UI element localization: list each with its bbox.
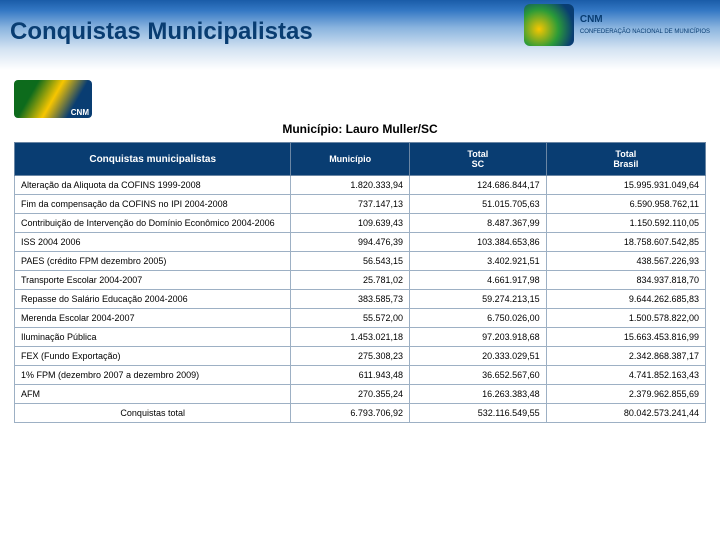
org-full: CONFEDERAÇÃO NACIONAL DE MUNICÍPIOS bbox=[580, 29, 710, 35]
header-logo: CNM CONFEDERAÇÃO NACIONAL DE MUNICÍPIOS bbox=[524, 4, 710, 46]
row-value: 124.686.844,17 bbox=[409, 176, 546, 195]
row-label: Merenda Escolar 2004-2007 bbox=[15, 309, 291, 328]
row-value: 994.476,39 bbox=[291, 233, 410, 252]
col-header-total-brasil: TotalBrasil bbox=[546, 143, 705, 176]
row-value: 1.150.592.110,05 bbox=[546, 214, 705, 233]
org-abbrev: CNM bbox=[580, 14, 603, 25]
row-label: Transporte Escolar 2004-2007 bbox=[15, 271, 291, 290]
row-value: 97.203.918,68 bbox=[409, 328, 546, 347]
row-value: 6.750.026,00 bbox=[409, 309, 546, 328]
row-value: 9.644.262.685,83 bbox=[546, 290, 705, 309]
row-value: 8.487.367,99 bbox=[409, 214, 546, 233]
row-value: 103.384.653,86 bbox=[409, 233, 546, 252]
table-row: Merenda Escolar 2004-200755.572,006.750.… bbox=[15, 309, 706, 328]
table-row: Transporte Escolar 2004-200725.781,024.6… bbox=[15, 271, 706, 290]
col-header-total-sc: TotalSC bbox=[409, 143, 546, 176]
row-value: 3.402.921,51 bbox=[409, 252, 546, 271]
row-value: 6.793.706,92 bbox=[291, 404, 410, 423]
row-value: 80.042.573.241,44 bbox=[546, 404, 705, 423]
table-row: 1% FPM (dezembro 2007 a dezembro 2009)61… bbox=[15, 366, 706, 385]
row-value: 4.661.917,98 bbox=[409, 271, 546, 290]
row-value: 2.342.868.387,17 bbox=[546, 347, 705, 366]
row-value: 109.639,43 bbox=[291, 214, 410, 233]
row-value: 36.652.567,60 bbox=[409, 366, 546, 385]
row-value: 611.943,48 bbox=[291, 366, 410, 385]
row-value: 15.995.931.049,64 bbox=[546, 176, 705, 195]
page-title: Conquistas Municipalistas bbox=[10, 18, 313, 46]
cnm-flag-icon bbox=[524, 4, 574, 46]
row-label: Contribuição de Intervenção do Domínio E… bbox=[15, 214, 291, 233]
row-value: 4.741.852.163,43 bbox=[546, 366, 705, 385]
row-value: 51.015.705,63 bbox=[409, 195, 546, 214]
row-label: ISS 2004 2006 bbox=[15, 233, 291, 252]
row-value: 16.263.383,48 bbox=[409, 385, 546, 404]
row-value: 834.937.818,70 bbox=[546, 271, 705, 290]
table-row: FEX (Fundo Exportação)275.308,2320.333.0… bbox=[15, 347, 706, 366]
table-row: Iluminação Pública1.453.021,1897.203.918… bbox=[15, 328, 706, 347]
row-value: 275.308,23 bbox=[291, 347, 410, 366]
table-row: AFM270.355,2416.263.383,482.379.962.855,… bbox=[15, 385, 706, 404]
row-value: 383.585,73 bbox=[291, 290, 410, 309]
table-row: PAES (crédito FPM dezembro 2005)56.543,1… bbox=[15, 252, 706, 271]
content: Município: Lauro Muller/SC Conquistas mu… bbox=[0, 70, 720, 423]
col-header-conquistas: Conquistas municipalistas bbox=[15, 143, 291, 176]
row-label: Conquistas total bbox=[15, 404, 291, 423]
row-label: Iluminação Pública bbox=[15, 328, 291, 347]
row-value: 2.379.962.855,69 bbox=[546, 385, 705, 404]
row-value: 59.274.213,15 bbox=[409, 290, 546, 309]
header-gradient: Conquistas Municipalistas CNM CONFEDERAÇ… bbox=[0, 0, 720, 70]
conquistas-table: Conquistas municipalistas Município Tota… bbox=[14, 142, 706, 423]
row-value: 56.543,15 bbox=[291, 252, 410, 271]
row-value: 20.333.029,51 bbox=[409, 347, 546, 366]
row-value: 532.116.549,55 bbox=[409, 404, 546, 423]
row-value: 1.500.578.822,00 bbox=[546, 309, 705, 328]
table-row: Repasse do Salário Educação 2004-2006383… bbox=[15, 290, 706, 309]
row-value: 270.355,24 bbox=[291, 385, 410, 404]
row-label: FEX (Fundo Exportação) bbox=[15, 347, 291, 366]
row-value: 55.572,00 bbox=[291, 309, 410, 328]
row-value: 15.663.453.816,99 bbox=[546, 328, 705, 347]
table-row: ISS 2004 2006994.476,39103.384.653,8618.… bbox=[15, 233, 706, 252]
municipio-line: Município: Lauro Muller/SC bbox=[14, 122, 706, 136]
table-row: Alteração da Aliquota da COFINS 1999-200… bbox=[15, 176, 706, 195]
row-value: 1.820.333,94 bbox=[291, 176, 410, 195]
table-row: Fim da compensação da COFINS no IPI 2004… bbox=[15, 195, 706, 214]
row-label: Fim da compensação da COFINS no IPI 2004… bbox=[15, 195, 291, 214]
row-value: 18.758.607.542,85 bbox=[546, 233, 705, 252]
table-row: Conquistas total6.793.706,92532.116.549,… bbox=[15, 404, 706, 423]
row-label: 1% FPM (dezembro 2007 a dezembro 2009) bbox=[15, 366, 291, 385]
row-label: AFM bbox=[15, 385, 291, 404]
row-value: 737.147,13 bbox=[291, 195, 410, 214]
row-value: 1.453.021,18 bbox=[291, 328, 410, 347]
table-header-row: Conquistas municipalistas Município Tota… bbox=[15, 143, 706, 176]
org-name: CNM CONFEDERAÇÃO NACIONAL DE MUNICÍPIOS bbox=[580, 14, 710, 36]
row-value: 25.781,02 bbox=[291, 271, 410, 290]
row-label: Alteração da Aliquota da COFINS 1999-200… bbox=[15, 176, 291, 195]
table-row: Contribuição de Intervenção do Domínio E… bbox=[15, 214, 706, 233]
col-header-municipio: Município bbox=[291, 143, 410, 176]
row-label: PAES (crédito FPM dezembro 2005) bbox=[15, 252, 291, 271]
row-label: Repasse do Salário Educação 2004-2006 bbox=[15, 290, 291, 309]
row-value: 6.590.958.762,11 bbox=[546, 195, 705, 214]
row-value: 438.567.226,93 bbox=[546, 252, 705, 271]
mini-cnm-logo bbox=[14, 80, 92, 118]
